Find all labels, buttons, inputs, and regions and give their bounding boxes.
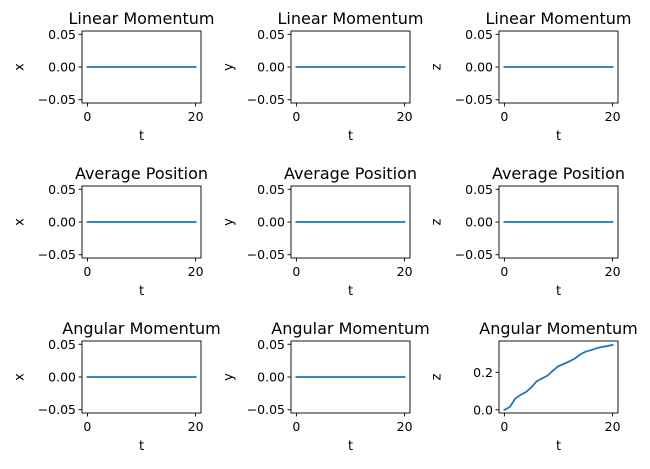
subplot-1: −0.05 0.00 0.05 0 20 Linear Momentum t x: [13, 9, 215, 144]
y-tick-label: −0.05: [38, 92, 76, 107]
subplot-title: Average Position: [284, 164, 417, 183]
subplot-title: Average Position: [75, 164, 208, 183]
x-axis-label: t: [348, 439, 353, 454]
x-axis-label: t: [348, 284, 353, 299]
subplot-9: 0.0 0.2 0 20 Angular Momentum t z: [430, 319, 638, 454]
y-tick-label: 0.00: [48, 60, 76, 75]
y-axis-label: y: [222, 373, 237, 381]
axes-frame: [498, 340, 619, 414]
y-tick-label: −0.05: [455, 92, 493, 107]
x-axis-label: t: [139, 129, 144, 144]
y-axis-label: x: [13, 218, 28, 226]
y-axis-label: z: [430, 218, 445, 225]
y-axis-label: y: [222, 63, 237, 71]
x-tick-label: 0: [83, 264, 91, 279]
y-tick-label: 0.05: [257, 337, 285, 352]
y-tick-label: 0.05: [257, 27, 285, 42]
x-tick-label: 0: [83, 419, 91, 434]
subplot-8: −0.05 0.00 0.05 0 20 Angular Momentum t y: [222, 319, 430, 454]
subplot-7: −0.05 0.00 0.05 0 20 Angular Momentum t x: [13, 319, 221, 454]
x-tick-label: 0: [500, 109, 508, 124]
y-tick-label: 0.00: [465, 60, 493, 75]
x-tick-label: 0: [292, 264, 300, 279]
y-tick-label: 0.00: [48, 215, 76, 230]
subplot-title: Angular Momentum: [62, 319, 220, 338]
y-axis-label: x: [13, 63, 28, 71]
y-axis-label: y: [222, 218, 237, 226]
x-tick-label: 0: [83, 109, 91, 124]
x-tick-label: 20: [397, 419, 413, 434]
x-tick-label: 20: [188, 109, 204, 124]
x-axis-label: t: [556, 439, 561, 454]
y-tick-label: −0.05: [247, 247, 285, 262]
y-tick-label: 0.05: [257, 182, 285, 197]
y-tick-label: 0.05: [465, 182, 493, 197]
subplot-title: Angular Momentum: [479, 319, 637, 338]
x-axis-label: t: [556, 129, 561, 144]
subplot-4: −0.05 0.00 0.05 0 20 Average Position t x: [13, 164, 209, 299]
y-axis-label: z: [430, 63, 445, 70]
y-axis-label: z: [430, 373, 445, 380]
x-tick-label: 20: [397, 109, 413, 124]
subplot-title: Linear Momentum: [486, 9, 632, 28]
x-tick-label: 20: [397, 264, 413, 279]
y-tick-label: 0.05: [48, 337, 76, 352]
subplot-5: −0.05 0.00 0.05 0 20 Average Position t y: [222, 164, 418, 299]
x-tick-label: 0: [292, 419, 300, 434]
y-tick-label: 0.00: [257, 215, 285, 230]
subplot-6: −0.05 0.00 0.05 0 20 Average Position t z: [430, 164, 626, 299]
y-tick-label: −0.05: [455, 247, 493, 262]
subplot-2: −0.05 0.00 0.05 0 20 Linear Momentum t y: [222, 9, 424, 144]
x-tick-label: 20: [188, 264, 204, 279]
y-tick-label: −0.05: [38, 402, 76, 417]
subplot-title: Linear Momentum: [278, 9, 424, 28]
x-axis-label: t: [556, 284, 561, 299]
subplot-title: Average Position: [492, 164, 625, 183]
x-tick-label: 20: [605, 109, 621, 124]
x-axis-label: t: [139, 439, 144, 454]
subplot-title: Angular Momentum: [271, 319, 429, 338]
y-tick-label: −0.05: [247, 402, 285, 417]
y-tick-label: 0.0: [473, 402, 493, 417]
y-tick-label: −0.05: [247, 92, 285, 107]
x-tick-label: 0: [292, 109, 300, 124]
x-tick-label: 20: [188, 419, 204, 434]
y-tick-label: 0.2: [473, 365, 493, 380]
x-tick-label: 20: [605, 264, 621, 279]
y-tick-label: 0.00: [48, 370, 76, 385]
y-tick-label: 0.00: [257, 370, 285, 385]
x-axis-label: t: [348, 129, 353, 144]
y-tick-label: 0.00: [257, 60, 285, 75]
series-line: [503, 343, 614, 412]
x-tick-label: 0: [500, 419, 508, 434]
y-axis-label: x: [13, 373, 28, 381]
y-tick-label: 0.05: [465, 27, 493, 42]
y-tick-label: −0.05: [38, 247, 76, 262]
y-tick-label: 0.00: [465, 215, 493, 230]
subplot-3: −0.05 0.00 0.05 0 20 Linear Momentum t z: [430, 9, 632, 144]
x-tick-label: 20: [605, 419, 621, 434]
x-tick-label: 0: [500, 264, 508, 279]
y-tick-label: 0.05: [48, 27, 76, 42]
x-axis-label: t: [139, 284, 144, 299]
subplot-title: Linear Momentum: [69, 9, 215, 28]
y-tick-label: 0.05: [48, 182, 76, 197]
